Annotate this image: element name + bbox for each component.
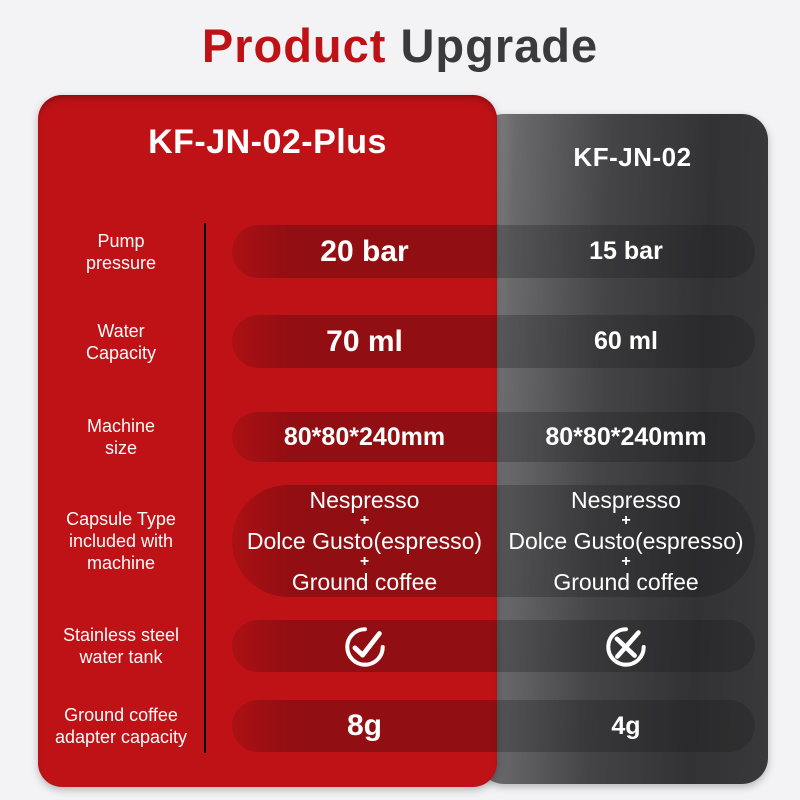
value-pill-plus: 8g (232, 700, 497, 752)
title-rest: Upgrade (400, 19, 599, 72)
comparison-panel-base-model: KF-JN-02 (478, 114, 768, 784)
value-pill-base (497, 620, 755, 672)
value-pill-plus: Nespresso + Dolce Gusto(espresso) + Grou… (232, 485, 497, 597)
comparison-panel-plus-model: KF-JN-02-Plus (38, 95, 497, 787)
spec-row-machine-size: Machine size 80*80*240mm 80*80*240mm (0, 412, 800, 462)
spec-row-capsule-type: Capsule Type included with machine Nespr… (0, 485, 800, 597)
value-pill-plus: 20 bar (232, 225, 497, 278)
check-circle-icon (342, 623, 388, 669)
value-pill-plus: 70 ml (232, 315, 497, 368)
value-pill-plus (232, 620, 497, 672)
spec-label: Water Capacity (85, 320, 157, 363)
value-pill-base: 15 bar (497, 225, 755, 278)
title-highlight: Product (201, 19, 387, 72)
spec-row-pump-pressure: Pump pressure 20 bar 15 bar (0, 225, 800, 278)
spec-label: Pump pressure (85, 230, 157, 273)
value-pill-base: 4g (497, 700, 755, 752)
cross-circle-icon (603, 623, 649, 669)
spec-row-stainless-tank: Stainless steel water tank (0, 620, 800, 672)
value-pill-base: Nespresso + Dolce Gusto(espresso) + Grou… (497, 485, 755, 597)
value-pill-base: 80*80*240mm (497, 412, 755, 462)
page-title: Product Upgrade (0, 18, 800, 73)
spec-label: Ground coffee adapter capacity (54, 705, 188, 747)
spec-label: Machine size (86, 416, 156, 458)
value-pill-plus: 80*80*240mm (232, 412, 497, 462)
spec-label: Stainless steel water tank (62, 625, 180, 667)
spec-row-ground-coffee-adapter: Ground coffee adapter capacity 8g 4g (0, 700, 800, 752)
label-value-divider (204, 223, 206, 753)
model-name-plus: KF-JN-02-Plus (148, 123, 387, 161)
spec-label: Capsule Type included with machine (66, 509, 176, 573)
spec-row-water-capacity: Water Capacity 70 ml 60 ml (0, 315, 800, 368)
value-pill-base: 60 ml (497, 315, 755, 368)
model-name-base: KF-JN-02 (573, 142, 692, 172)
